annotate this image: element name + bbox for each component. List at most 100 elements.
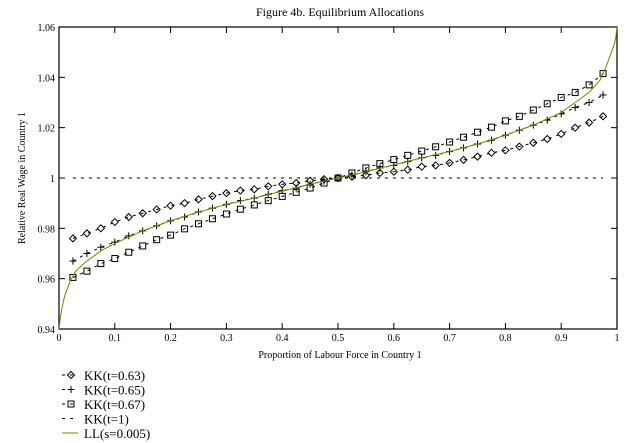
diamond-marker (584, 118, 594, 127)
square-marker (250, 201, 258, 209)
square-marker (432, 143, 440, 151)
legend-label: KK(t=0.67) (84, 397, 145, 412)
diamond-marker (68, 234, 78, 243)
square-marker (390, 156, 398, 164)
y-tick-label: 0.94 (38, 325, 56, 336)
diamond-marker (250, 185, 259, 194)
legend-label: KK(t=0.65) (84, 383, 145, 398)
diamond-marker (138, 209, 147, 218)
plus-marker (585, 99, 593, 106)
plus-marker (67, 386, 75, 393)
diamond-marker (96, 224, 106, 233)
square-marker (557, 93, 565, 101)
square-marker (418, 147, 426, 155)
series-line (58, 26, 618, 330)
diamond-marker (222, 188, 231, 198)
diamond-marker (598, 112, 608, 121)
square-marker (208, 215, 216, 223)
square-marker (111, 255, 119, 263)
square-marker (404, 151, 412, 159)
y-tick-label: 1 (50, 174, 55, 185)
square-marker (474, 128, 481, 136)
diamond-marker (570, 123, 580, 132)
square-marker (292, 188, 300, 196)
chart-title: Figure 4b. Equilibrium Allocations (256, 5, 424, 19)
square-marker (501, 117, 509, 125)
square-marker (139, 242, 147, 250)
y-tick-label: 1.02 (38, 124, 56, 135)
diamond-marker (389, 167, 399, 176)
square-marker (585, 81, 593, 89)
plus-marker (83, 250, 91, 257)
diamond-marker (361, 171, 371, 180)
y-tick-label: 1.06 (38, 23, 56, 34)
diamond-marker (194, 195, 203, 204)
square-marker (348, 169, 356, 177)
x-tick-label: 0.7 (443, 333, 456, 344)
diamond-marker (82, 229, 92, 238)
legend-label: KK(t=1) (84, 412, 129, 427)
square-marker (376, 160, 384, 168)
square-marker (83, 267, 91, 275)
diamond-marker (152, 205, 161, 214)
square-marker (181, 225, 189, 233)
square-marker (67, 400, 75, 408)
x-tick-label: 0.4 (276, 333, 289, 344)
y-tick-label: 0.96 (38, 275, 56, 286)
square-marker (153, 236, 161, 244)
series-ll-s-0-005- (58, 26, 618, 330)
diamond-marker (375, 168, 385, 178)
x-tick-label: 0.9 (555, 333, 568, 344)
square-marker (125, 248, 133, 256)
square-marker (543, 100, 551, 108)
diamond-marker (124, 212, 133, 222)
diamond-marker (529, 138, 538, 147)
legend: KK(t=0.63)KK(t=0.65)KK(t=0.67)KK(t=1)LL(… (62, 368, 150, 441)
square-marker (460, 133, 468, 141)
square-marker (320, 179, 328, 187)
x-tick-label: 0 (57, 333, 62, 344)
square-marker (362, 164, 370, 172)
square-marker (69, 273, 77, 281)
square-marker (334, 174, 342, 182)
series-kk-t-0-67- (69, 70, 607, 281)
square-marker (529, 106, 537, 114)
diamond-marker (473, 152, 482, 161)
square-marker (167, 231, 175, 239)
x-tick-label: 0.6 (388, 333, 401, 344)
square-marker (487, 123, 495, 131)
square-marker (264, 197, 272, 205)
diamond-marker (445, 158, 454, 168)
diamond-marker (110, 217, 120, 227)
y-tick-label: 1.04 (38, 73, 56, 84)
series-line (72, 73, 604, 278)
x-tick-label: 0.3 (220, 333, 233, 344)
y-axis-label: Relative Real Wage in Country 1 (17, 112, 28, 244)
square-marker (278, 192, 286, 200)
plus-marker (97, 243, 105, 251)
legend-label: LL(s=0.005) (84, 426, 150, 441)
square-marker (306, 184, 314, 192)
diamond-marker (417, 162, 426, 171)
x-tick-label: 0.1 (109, 333, 122, 344)
x-tick-label: 1 (615, 333, 620, 344)
x-tick-label: 0.8 (499, 333, 512, 344)
plus-marker (571, 104, 579, 112)
diamond-marker (180, 198, 189, 208)
plot-area: 0 0.1 0.2 0.3 0.4 0.5 0.6 0.7 0.8 0.9 1 0.94 0.96 0.9… (38, 23, 620, 344)
legend-label: KK(t=0.63) (84, 368, 145, 383)
square-marker (571, 88, 579, 96)
diamond-marker (501, 146, 510, 155)
diamond-marker (208, 191, 217, 201)
legend-item: LL(s=0.005) (62, 426, 150, 441)
y-tick-label: 0.98 (38, 224, 56, 235)
plus-marker (599, 91, 607, 99)
diamond-marker (403, 165, 412, 174)
x-tick-label: 0.2 (164, 333, 177, 344)
square-marker (97, 260, 105, 268)
x-axis-label: Proportion of Labour Force in Country 1 (258, 350, 421, 361)
square-marker (515, 112, 523, 120)
square-marker (236, 205, 244, 213)
diamond-marker (459, 155, 468, 165)
